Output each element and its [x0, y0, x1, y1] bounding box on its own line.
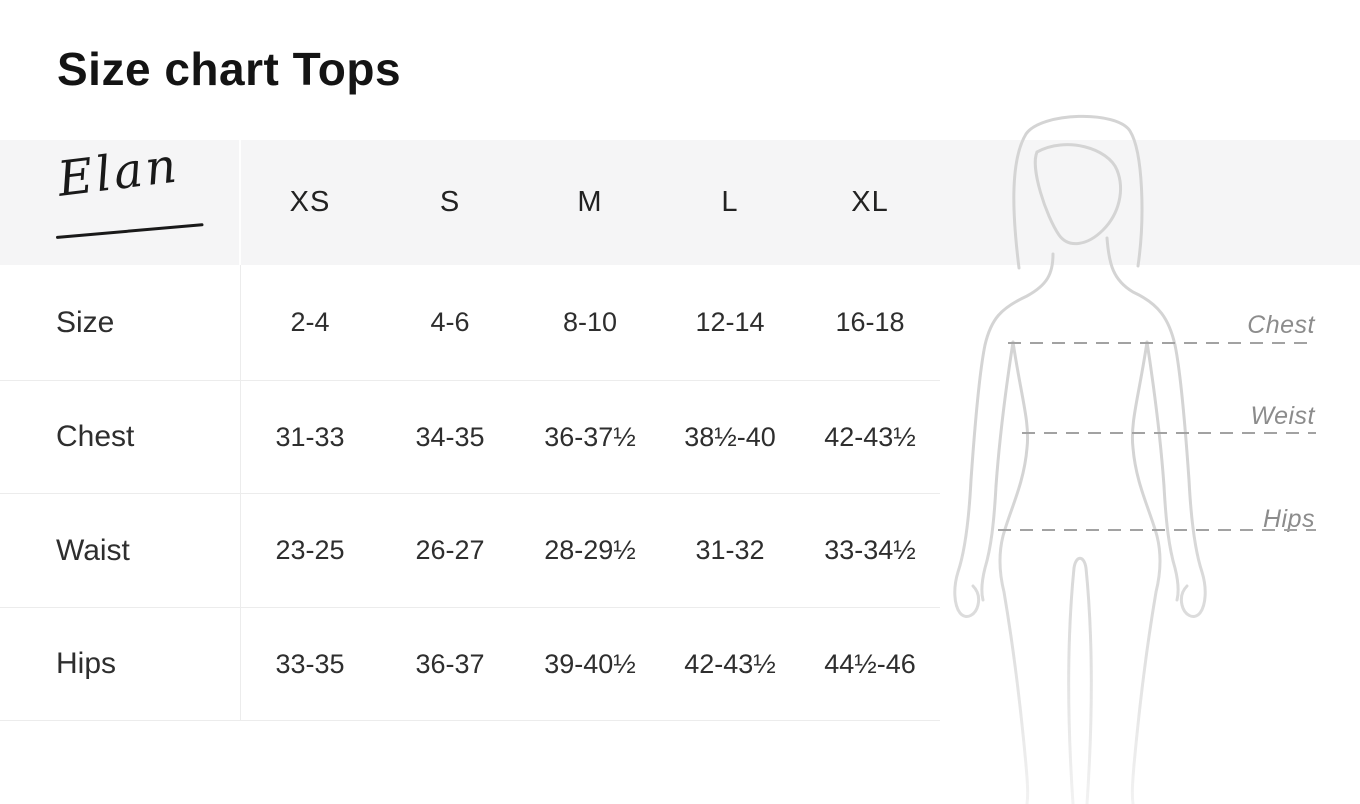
waist-xl: 33-34½	[824, 535, 916, 565]
weist-measure-label: Weist	[1250, 402, 1315, 430]
hips-s: 36-37	[415, 648, 485, 679]
waist-m: 28-29½	[544, 535, 636, 565]
row-label-hips: Hips	[56, 647, 117, 680]
chest-measure-line	[1008, 342, 1316, 344]
size-s: 4-6	[430, 307, 470, 337]
figure-left-torso-leg	[998, 340, 1030, 804]
column-header-xs: XS	[289, 186, 331, 218]
chest-measure-label: Chest	[1247, 311, 1315, 339]
waist-l: 31-32	[695, 535, 765, 565]
figure-face-outline	[1033, 143, 1122, 246]
size-chart-table: Elan XS S M L XL Size 2-4 4-6 8-10 12-14…	[0, 137, 940, 721]
chest-xl: 42-43½	[824, 421, 916, 452]
table-row-chest: Chest 31-33 34-35 36-37½ 38½-40 42-43½	[0, 381, 940, 494]
figure-right-arm-outline	[1105, 236, 1207, 618]
brand-logo: Elan	[54, 137, 183, 208]
figure-right-torso-leg	[1130, 340, 1162, 804]
column-header-s: S	[439, 186, 461, 218]
row-label-waist: Waist	[56, 533, 130, 567]
brand-logo-cell: Elan	[0, 137, 240, 265]
hips-measure-line	[998, 529, 1316, 531]
figure-left-arm-outline	[953, 252, 1055, 618]
hips-xs: 33-35	[275, 648, 345, 679]
table-header-row: Elan XS S M L XL	[0, 137, 940, 265]
weist-measure-line	[1022, 432, 1316, 434]
page-title: Size chart Tops	[57, 43, 402, 95]
chest-l: 38½-40	[684, 421, 776, 452]
hips-xl: 44½-46	[824, 648, 916, 679]
waist-s: 26-27	[415, 535, 485, 565]
size-m: 8-10	[562, 307, 618, 337]
figure-right-inner-arm	[1145, 340, 1180, 602]
figure-left-inner-arm	[980, 340, 1015, 602]
table-row-hips: Hips 33-35 36-37 39-40½ 42-43½ 44½-46	[0, 608, 940, 721]
table-header-band	[0, 140, 1360, 265]
chest-xs: 31-33	[275, 421, 345, 452]
hips-measure-label: Hips	[1262, 505, 1315, 533]
column-header-l: L	[721, 186, 739, 218]
column-header-m: M	[577, 186, 603, 218]
chest-s: 34-35	[415, 421, 485, 452]
row-label-size: Size	[56, 305, 115, 339]
hips-m: 39-40½	[544, 648, 636, 679]
figure-inner-legs	[1067, 556, 1093, 804]
table-row-size: Size 2-4 4-6 8-10 12-14 16-18	[0, 265, 940, 381]
chest-m: 36-37½	[544, 421, 636, 452]
table-column-divider-header	[239, 140, 241, 265]
size-xs: 2-4	[290, 307, 330, 337]
size-xl: 16-18	[835, 307, 905, 337]
size-l: 12-14	[695, 307, 765, 337]
row-label-chest: Chest	[56, 420, 135, 453]
hips-l: 42-43½	[684, 648, 776, 679]
waist-xs: 23-25	[275, 535, 345, 565]
female-figure-illustration	[953, 114, 1207, 804]
brand-logo-underline	[55, 223, 204, 239]
column-header-xl: XL	[851, 186, 889, 218]
figure-hair-outline	[1012, 114, 1144, 270]
table-row-waist: Waist 23-25 26-27 28-29½ 31-32 33-34½	[0, 494, 940, 608]
